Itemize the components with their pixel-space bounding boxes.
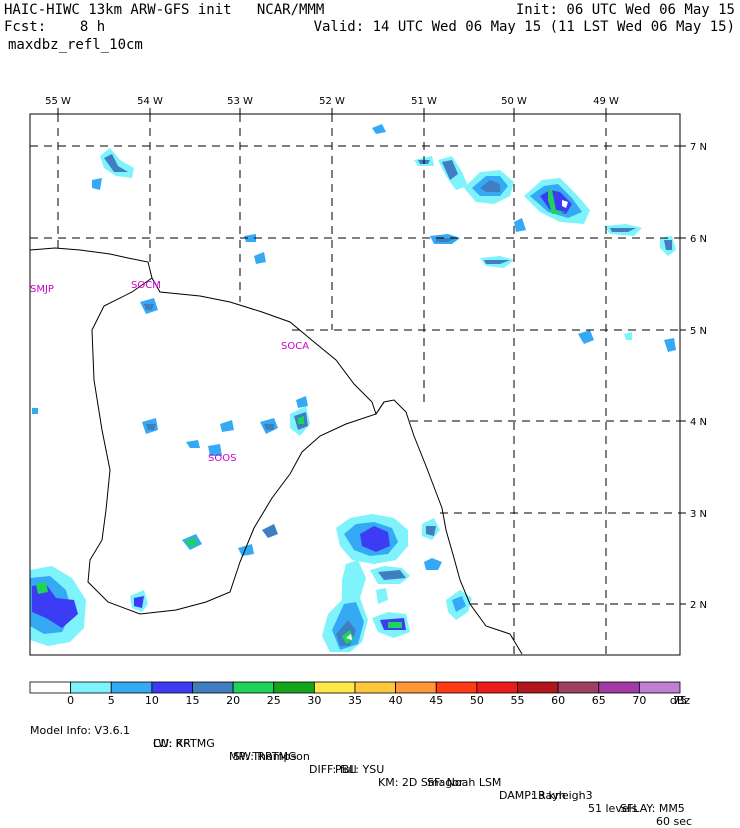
- footer-line-2: LW: RRTMG SW: RRTMG DIFF: full KM: 2D Sm…: [0, 724, 740, 815]
- colorbar-bin-15: [638, 681, 681, 694]
- colorbar-bin-11: [476, 681, 518, 694]
- colorbar-label-45: 45: [429, 694, 444, 707]
- reflectivity-map: 55 W 54 W 53 W 52 W 51 W 50 W 49 W 7 N 6…: [29, 96, 707, 694]
- colorbar-label-15: 15: [185, 694, 200, 707]
- model-title: HAIC-HIWC 13km ARW-GFS init NCAR/MMM: [4, 2, 325, 18]
- model-version: Model Info: V3.6.1: [30, 724, 131, 737]
- lat-lon-grid: [30, 114, 680, 655]
- lon-label-55w: 55 W: [45, 96, 71, 107]
- station-soca: SOCA: [281, 341, 309, 352]
- map-frame: [29, 113, 681, 656]
- colorbar-label-20: 20: [226, 694, 241, 707]
- colorbar-bin-14: [598, 681, 640, 694]
- colorbar: [29, 681, 681, 694]
- axis-ticks: [57, 108, 686, 605]
- field-name: maxdbz_refl_10cm: [8, 37, 143, 53]
- colorbar-label-40: 40: [388, 694, 403, 707]
- station-smjp: SMJP: [30, 284, 54, 295]
- colorbar-bin-7: [313, 681, 356, 694]
- lon-label-49w: 49 W: [593, 96, 619, 107]
- lon-label-54w: 54 W: [137, 96, 163, 107]
- init-time: Init: 06 UTC Wed 06 May 15: [515, 2, 735, 18]
- lat-label-5n: 5 N: [690, 326, 707, 337]
- colorbar-label-10: 10: [144, 694, 159, 707]
- colorbar-bin-0: [29, 681, 72, 694]
- colorbar-bin-9: [395, 681, 437, 694]
- colorbar-bin-13: [557, 681, 600, 694]
- reflectivity-echoes: [30, 124, 676, 652]
- colorbar-bin-5: [232, 681, 275, 694]
- colorbar-label-65: 65: [591, 694, 606, 707]
- colorbar-bin-4: [192, 681, 234, 694]
- shortwave-scheme: SW: RRTMG: [233, 750, 297, 763]
- colorbar-bin-3: [151, 681, 193, 694]
- lat-label-4n: 4 N: [690, 417, 707, 428]
- lat-label-7n: 7 N: [690, 142, 707, 153]
- lon-label-50w: 50 W: [501, 96, 527, 107]
- diffusion-option: DIFF: full: [309, 763, 357, 776]
- valid-time: Valid: 14 UTC Wed 06 May 15 (11 LST Wed …: [313, 19, 735, 35]
- colorbar-label-55: 55: [510, 694, 525, 707]
- colorbar-label-5: 5: [107, 694, 115, 707]
- coastlines: [30, 247, 523, 655]
- station-soos: SOOS: [208, 453, 236, 464]
- lat-label-2n: 2 N: [690, 600, 707, 611]
- lat-label-6n: 6 N: [690, 234, 707, 245]
- colorbar-bin-12: [517, 681, 559, 694]
- colorbar-unit: dBz: [669, 694, 691, 707]
- colorbar-bin-2: [110, 681, 153, 694]
- lon-label-52w: 52 W: [319, 96, 345, 107]
- colorbar-label-75: 75: [673, 694, 687, 707]
- eddy-coefficient: KM: 2D Smagor: [378, 776, 464, 789]
- colorbar-bin-10: [435, 681, 478, 694]
- colorbar-label-50: 50: [469, 694, 484, 707]
- colorbar-label-70: 70: [632, 694, 647, 707]
- colorbar-label-35: 35: [348, 694, 362, 707]
- station-socm: SOCM: [131, 280, 161, 291]
- colorbar-bin-8: [354, 681, 397, 694]
- lon-label-53w: 53 W: [227, 96, 253, 107]
- longwave-scheme: LW: RRTMG: [153, 737, 215, 750]
- colorbar-label-30: 30: [307, 694, 322, 707]
- footer-line-1: Model Info: V3.6.1 CU: KF MP: Thompson P…: [0, 711, 740, 828]
- forecast-hour: Fcst: 8 h: [4, 19, 106, 35]
- colorbar-label-25: 25: [266, 694, 281, 707]
- colorbar-label-60: 60: [551, 694, 566, 707]
- time-step: 60 sec: [656, 815, 693, 828]
- colorbar-bin-6: [273, 681, 315, 694]
- surface-layer-scheme: SFLAY: MM5: [620, 802, 685, 815]
- colorbar-label-0: 0: [67, 694, 75, 707]
- colorbar-bin-1: [70, 681, 112, 694]
- damping-option: DAMP: Rayleigh3: [499, 789, 593, 802]
- lon-label-51w: 51 W: [411, 96, 437, 107]
- lat-label-3n: 3 N: [690, 509, 707, 520]
